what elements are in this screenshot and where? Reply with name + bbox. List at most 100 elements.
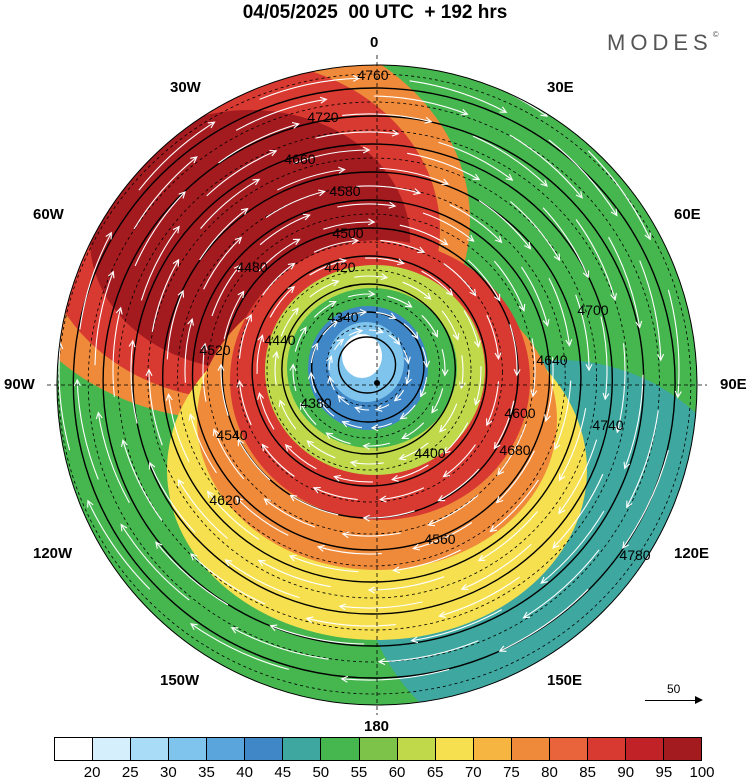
wind-arrowhead-icon bbox=[602, 392, 610, 401]
wind-arrowhead-icon bbox=[565, 339, 573, 347]
wind-arrowhead-icon bbox=[362, 442, 371, 450]
contour-label: 4540 bbox=[216, 427, 247, 443]
wind-streamline bbox=[177, 479, 228, 539]
wind-streamline bbox=[461, 543, 532, 590]
wind-arrowhead-icon bbox=[362, 514, 371, 522]
wind-streamline bbox=[490, 479, 539, 532]
wind-arrowhead-icon bbox=[331, 279, 340, 287]
wind-streamline bbox=[575, 294, 590, 371]
wind-arrowhead-icon bbox=[495, 496, 504, 504]
wind-arrowhead-icon bbox=[190, 156, 198, 164]
wind-arrowhead-icon bbox=[326, 355, 333, 363]
wind-arrowhead-icon bbox=[472, 173, 481, 181]
wind-arrowhead-icon bbox=[235, 496, 243, 505]
wind-streamline bbox=[467, 259, 501, 301]
wind-streamline bbox=[199, 208, 248, 261]
colorbar-swatch bbox=[473, 738, 512, 760]
wind-arrowhead-icon bbox=[413, 188, 422, 195]
wind-arrowhead-icon bbox=[269, 149, 278, 157]
wind-streamline bbox=[270, 625, 365, 645]
height-contour-line bbox=[72, 87, 676, 679]
wind-arrowhead-icon bbox=[155, 541, 163, 549]
colorbar-tick-label: 50 bbox=[312, 764, 330, 781]
reference-vector: 50 bbox=[645, 680, 705, 710]
wind-arrowhead-icon bbox=[410, 636, 419, 644]
wind-streamline bbox=[639, 260, 662, 361]
wind-streamline bbox=[443, 263, 477, 296]
wind-streamline bbox=[79, 232, 112, 330]
wind-arrowhead-icon bbox=[530, 389, 538, 398]
lon-label-0: 0 bbox=[370, 34, 379, 51]
wind-arrowhead-icon bbox=[289, 494, 298, 502]
wind-arrowhead-icon bbox=[473, 398, 481, 406]
colorbar-tick-label: 90 bbox=[617, 764, 635, 781]
wind-streamline bbox=[315, 131, 399, 139]
height-contour-line bbox=[57, 73, 692, 695]
wind-streamline bbox=[407, 152, 480, 181]
reference-arrow-icon bbox=[645, 696, 703, 704]
height-contour-line bbox=[191, 199, 551, 551]
wind-arrowhead-icon bbox=[405, 377, 412, 385]
wind-arrowhead-icon bbox=[431, 329, 438, 338]
wind-arrowhead-icon bbox=[558, 473, 566, 482]
wind-arrowhead-icon bbox=[622, 541, 629, 549]
wind-streamline bbox=[439, 576, 520, 617]
wind-streamline bbox=[76, 379, 99, 480]
wind-arrowhead-icon bbox=[261, 443, 269, 452]
wind-streamline bbox=[189, 414, 217, 474]
lon-label-30e: 30E bbox=[547, 79, 574, 96]
polar-map: 4760 4720 4660 4580 4500 4420 4340 4380 4400 4480… bbox=[47, 55, 707, 715]
wind-streamline bbox=[624, 374, 644, 469]
wind-streamline bbox=[200, 178, 260, 229]
wind-arrowhead-icon bbox=[441, 368, 449, 377]
wind-arrowhead-icon bbox=[338, 603, 347, 611]
wind-arrowhead-icon bbox=[367, 290, 376, 298]
wind-streamline bbox=[356, 185, 421, 194]
height-contour-line bbox=[147, 157, 598, 599]
colorbar-swatch bbox=[549, 738, 588, 760]
wind-streamline bbox=[256, 335, 264, 374]
wind-arrowhead-icon bbox=[172, 258, 180, 267]
wind-streamline bbox=[667, 289, 680, 398]
wind-streamline bbox=[474, 366, 482, 405]
wind-arrowhead-icon bbox=[200, 342, 208, 351]
wind-arrowhead-icon bbox=[178, 191, 186, 199]
wind-arrowhead-icon bbox=[441, 178, 450, 186]
wind-arrowhead-icon bbox=[635, 320, 643, 329]
wind-arrowhead-icon bbox=[423, 360, 431, 369]
wind-arrowhead-icon bbox=[349, 459, 358, 467]
contour-label: 4380 bbox=[300, 395, 331, 411]
wind-streamline bbox=[313, 239, 358, 253]
lon-label-150e: 150E bbox=[547, 672, 583, 689]
wind-arrowhead-icon bbox=[417, 246, 426, 253]
wind-arrowhead-icon bbox=[317, 189, 326, 197]
wind-arrowhead-icon bbox=[128, 339, 136, 348]
height-contour-line bbox=[281, 283, 457, 455]
wind-streamlines bbox=[57, 65, 682, 683]
wind-arrowhead-icon bbox=[401, 432, 410, 439]
wind-streamline bbox=[269, 286, 295, 318]
colorbar-tick-label: 70 bbox=[464, 764, 482, 781]
colorbar-tick-label: 45 bbox=[274, 764, 292, 781]
reference-vector-label: 50 bbox=[667, 682, 681, 696]
wind-arrowhead-icon bbox=[442, 446, 451, 455]
wind-arrowhead-icon bbox=[245, 313, 252, 322]
wind-streamline bbox=[112, 307, 122, 397]
wind-arrowhead-icon bbox=[287, 262, 296, 270]
wind-arrowhead-icon bbox=[431, 405, 439, 414]
wind-arrowhead-icon bbox=[299, 326, 307, 335]
wind-streamline bbox=[202, 343, 207, 402]
height-contour-line bbox=[296, 297, 441, 439]
wind-arrowhead-icon bbox=[272, 350, 280, 359]
wind-arrowhead-icon bbox=[339, 258, 347, 266]
wind-arrowhead-icon bbox=[312, 487, 321, 494]
wind-streamline bbox=[149, 462, 196, 533]
brand-name: MODES bbox=[607, 30, 713, 55]
wind-arrowhead-icon bbox=[477, 554, 486, 562]
contour-labels: 4760 4720 4660 4580 4500 4420 4340 4380 4400 4480… bbox=[199, 67, 650, 563]
wind-streamline bbox=[184, 318, 193, 383]
colorbar-swatch bbox=[511, 738, 550, 760]
wind-streamline bbox=[339, 601, 423, 609]
wind-streamline bbox=[493, 400, 515, 449]
wind-streamline bbox=[399, 224, 448, 246]
